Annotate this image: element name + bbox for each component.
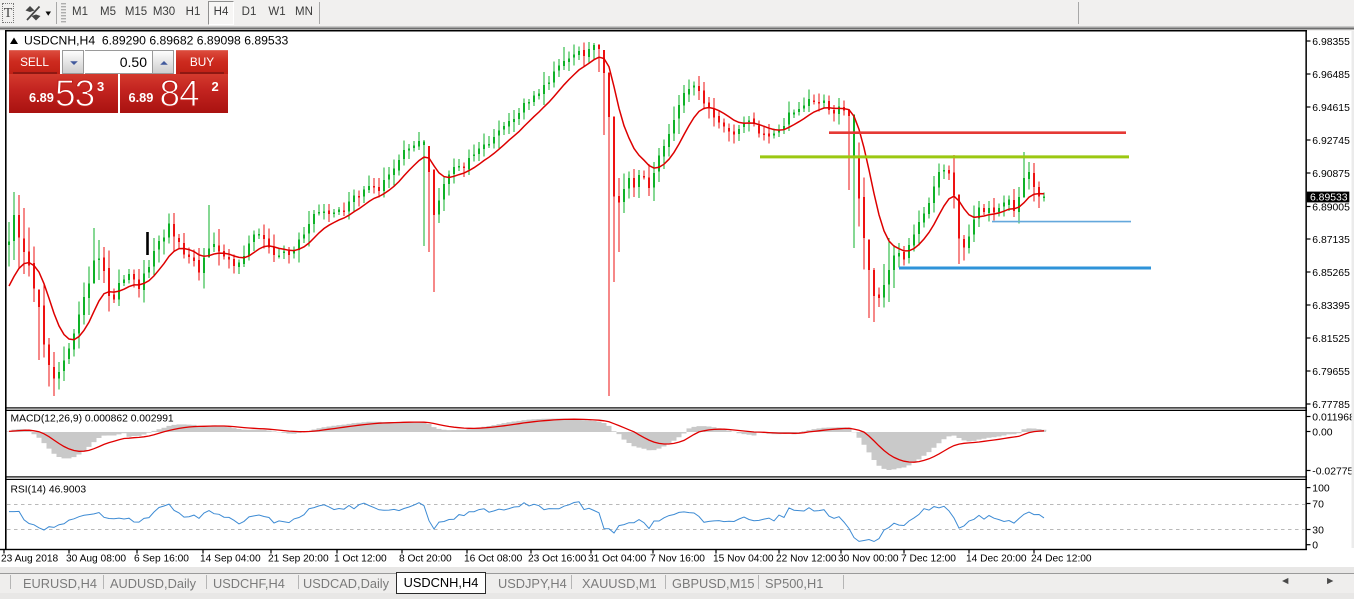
svg-text:15 Nov 04:00: 15 Nov 04:00 — [713, 554, 774, 565]
svg-text:MACD(12,26,9) 0.000862 0.00299: MACD(12,26,9) 0.000862 0.002991 — [11, 413, 174, 424]
svg-text:6.96485: 6.96485 — [1312, 70, 1350, 81]
svg-text:6.94615: 6.94615 — [1312, 103, 1350, 114]
svg-text:6.79655: 6.79655 — [1312, 367, 1350, 378]
svg-text:6.98355: 6.98355 — [1312, 37, 1350, 48]
svg-text:6.92745: 6.92745 — [1312, 136, 1350, 147]
svg-text:-0.027758: -0.027758 — [1312, 466, 1354, 477]
svg-text:14 Dec 20:00: 14 Dec 20:00 — [966, 554, 1027, 565]
svg-text:24 Dec 12:00: 24 Dec 12:00 — [1031, 554, 1092, 565]
svg-text:7 Dec 12:00: 7 Dec 12:00 — [901, 554, 956, 565]
svg-text:6.89005: 6.89005 — [1312, 202, 1350, 213]
svg-text:31 Oct 04:00: 31 Oct 04:00 — [588, 554, 647, 565]
svg-text:RSI(14) 46.9003: RSI(14) 46.9003 — [11, 485, 87, 496]
svg-text:30 Nov 00:00: 30 Nov 00:00 — [838, 554, 899, 565]
svg-text:30 Aug 08:00: 30 Aug 08:00 — [66, 554, 126, 565]
svg-text:21 Sep 20:00: 21 Sep 20:00 — [268, 554, 329, 565]
svg-text:USDCNH,H4 6.89290 6.89682 6.8: USDCNH,H4 6.89290 6.89682 6.89098 6.8953… — [24, 34, 288, 48]
svg-text:22 Nov 12:00: 22 Nov 12:00 — [776, 554, 837, 565]
svg-text:23 Aug 2018: 23 Aug 2018 — [1, 554, 59, 565]
svg-text:23 Oct 16:00: 23 Oct 16:00 — [528, 554, 587, 565]
svg-text:0: 0 — [1312, 541, 1318, 552]
svg-text:0.00: 0.00 — [1312, 427, 1332, 438]
svg-text:8 Oct 20:00: 8 Oct 20:00 — [399, 554, 452, 565]
svg-text:7 Nov 16:00: 7 Nov 16:00 — [650, 554, 705, 565]
svg-text:100: 100 — [1312, 483, 1330, 494]
svg-text:30: 30 — [1312, 525, 1324, 536]
svg-text:0.011968: 0.011968 — [1312, 412, 1354, 423]
svg-text:6.77785: 6.77785 — [1312, 400, 1350, 411]
svg-text:1 Oct 12:00: 1 Oct 12:00 — [334, 554, 387, 565]
svg-text:6.87135: 6.87135 — [1312, 235, 1350, 246]
svg-text:6.90875: 6.90875 — [1312, 169, 1350, 180]
svg-text:6.85265: 6.85265 — [1312, 268, 1350, 279]
svg-text:6 Sep 16:00: 6 Sep 16:00 — [134, 554, 189, 565]
svg-text:6.89533: 6.89533 — [1310, 192, 1348, 203]
svg-text:70: 70 — [1312, 499, 1324, 510]
svg-text:14 Sep 04:00: 14 Sep 04:00 — [200, 554, 261, 565]
svg-text:6.83395: 6.83395 — [1312, 301, 1350, 312]
svg-text:6.81525: 6.81525 — [1312, 334, 1350, 345]
svg-text:16 Oct 08:00: 16 Oct 08:00 — [464, 554, 523, 565]
